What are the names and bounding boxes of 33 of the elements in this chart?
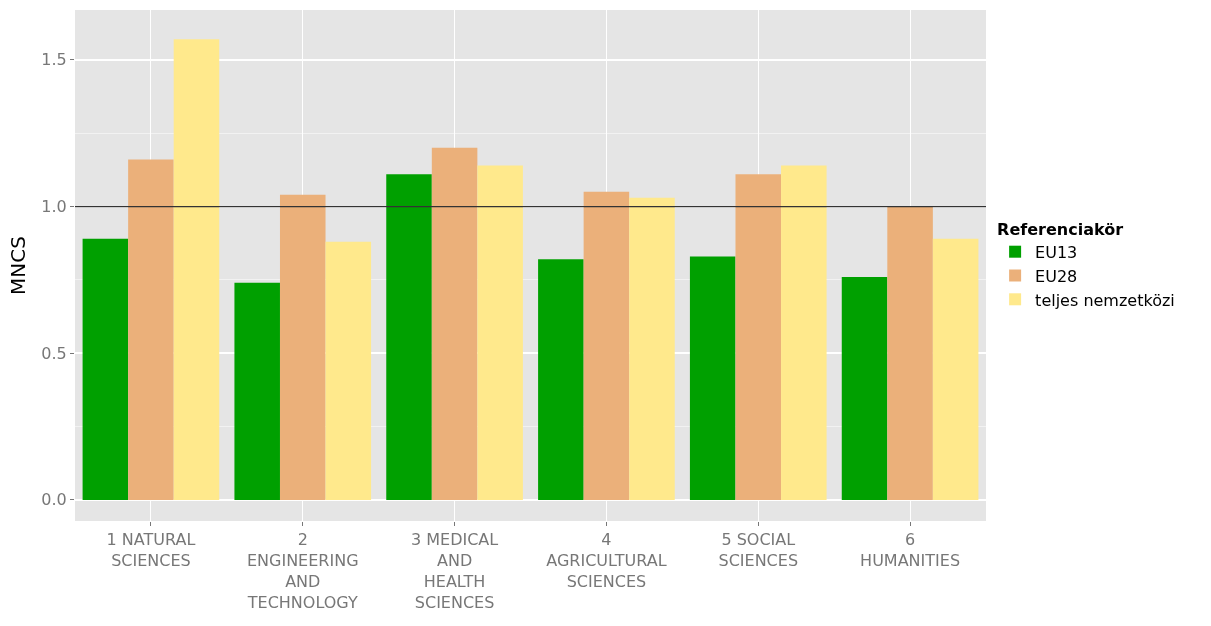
x-tick-label: 3 MEDICAL AND HEALTH SCIENCES	[410, 530, 499, 612]
y-tick-label: 1.0	[41, 197, 67, 217]
x-tick-label: 5 SOCIAL SCIENCES	[718, 530, 799, 570]
bar	[431, 147, 478, 500]
bar	[781, 165, 827, 500]
bar	[932, 238, 979, 500]
bar	[325, 241, 372, 500]
bar	[128, 159, 174, 500]
x-tick-label: 2 ENGINEERING AND TECHNOLOGY	[246, 530, 359, 612]
bar	[386, 174, 432, 500]
x-tick-label: 6 HUMANITIES	[860, 530, 961, 570]
bar	[234, 282, 280, 500]
x-tick-label: 1 NATURAL SCIENCES	[106, 530, 196, 570]
y-axis-title: MNCS	[6, 236, 30, 295]
legend-title: Referenciakör	[997, 219, 1124, 239]
bar	[887, 206, 933, 500]
bar	[538, 259, 584, 500]
legend-label: teljes nemzetközi	[1035, 290, 1175, 310]
bar	[477, 165, 523, 500]
bar	[583, 191, 630, 500]
bar	[629, 197, 675, 500]
bar	[82, 238, 129, 500]
bar	[279, 194, 326, 500]
y-tick-label: 0.0	[41, 490, 67, 510]
bar	[735, 174, 782, 500]
bar	[689, 256, 736, 500]
legend-label: EU13	[1035, 242, 1078, 262]
legend-label: EU28	[1035, 266, 1078, 286]
y-tick-label: 0.5	[41, 343, 67, 363]
y-tick-label: 1.5	[41, 50, 67, 70]
x-tick-label: 4 AGRICULTURAL SCIENCES	[546, 530, 667, 591]
bar	[841, 276, 888, 500]
bar	[173, 39, 220, 500]
